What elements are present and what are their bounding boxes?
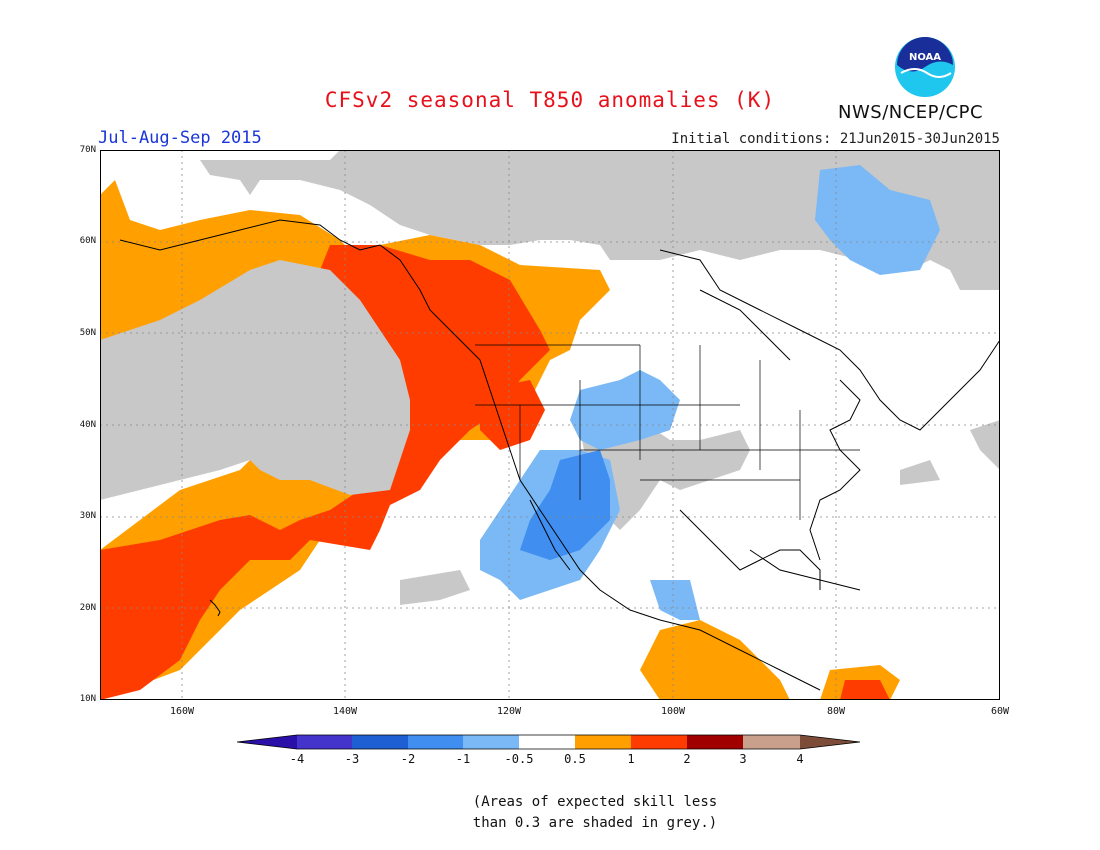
lon-label-60w: 60W — [990, 706, 1010, 717]
colorbar-segment — [631, 735, 687, 749]
anomaly-map — [100, 150, 1000, 700]
lat-label-40n: 40N — [79, 420, 96, 430]
colorbar-segment — [687, 735, 743, 749]
noaa-logo-text: NOAA — [909, 52, 941, 63]
colorbar-label: -4 — [289, 752, 305, 766]
anomaly-red-regions — [100, 245, 890, 700]
colorbar-arrow-high — [800, 735, 860, 749]
lat-label-50n: 50N — [79, 328, 96, 338]
color-scale-bar — [237, 734, 861, 750]
colorbar-segment — [408, 735, 463, 749]
coastlines — [119, 219, 1000, 691]
anomaly-blue-regions — [520, 450, 610, 560]
skill-note-line2: than 0.3 are shaded in grey.) — [472, 815, 718, 831]
colorbar-label: 2 — [683, 752, 691, 766]
colorbar-segment — [743, 735, 800, 749]
colorbar-label: 4 — [796, 752, 804, 766]
colorbar-segment — [352, 735, 408, 749]
lat-label-70n: 70N — [79, 145, 96, 155]
state-borders — [475, 344, 860, 520]
agency-label: NWS/NCEP/CPC — [838, 102, 984, 123]
lon-label-80w: 80W — [826, 706, 846, 717]
noaa-logo-icon: NOAA — [895, 37, 955, 97]
lon-label-160w: 160W — [169, 706, 195, 717]
colorbar-label: -0.5 — [504, 752, 534, 766]
lat-label-20n: 20N — [79, 603, 96, 613]
colorbar-arrow-low — [237, 735, 297, 749]
colorbar-label: 1 — [627, 752, 635, 766]
colorbar-label: 0.5 — [564, 752, 586, 766]
lat-label-60n: 60N — [79, 236, 96, 246]
colorbar-segment — [297, 735, 352, 749]
chart-title: CFSv2 seasonal T850 anomalies (K) — [324, 88, 776, 112]
colorbar-label: 3 — [739, 752, 747, 766]
lon-label-120w: 120W — [496, 706, 522, 717]
lat-label-30n: 30N — [79, 511, 96, 521]
lat-label-10n: 10N — [79, 694, 96, 704]
lon-label-100w: 100W — [660, 706, 686, 717]
season-label: Jul-Aug-Sep 2015 — [98, 128, 262, 148]
colorbar-label: -3 — [344, 752, 360, 766]
colorbar-label: -2 — [400, 752, 416, 766]
skill-note: (Areas of expected skill less than 0.3 a… — [0, 792, 1100, 834]
colorbar-segment — [575, 735, 631, 749]
colorbar-segment — [519, 735, 575, 749]
low-skill-grey-regions — [100, 150, 1000, 605]
lat-lon-grid — [100, 150, 1000, 700]
skill-note-line1: (Areas of expected skill less — [472, 794, 718, 810]
colorbar-segment — [463, 735, 519, 749]
lon-label-140w: 140W — [332, 706, 358, 717]
initial-conditions-label: Initial conditions: 21Jun2015-30Jun2015 — [671, 131, 1000, 147]
colorbar-label: -1 — [455, 752, 471, 766]
